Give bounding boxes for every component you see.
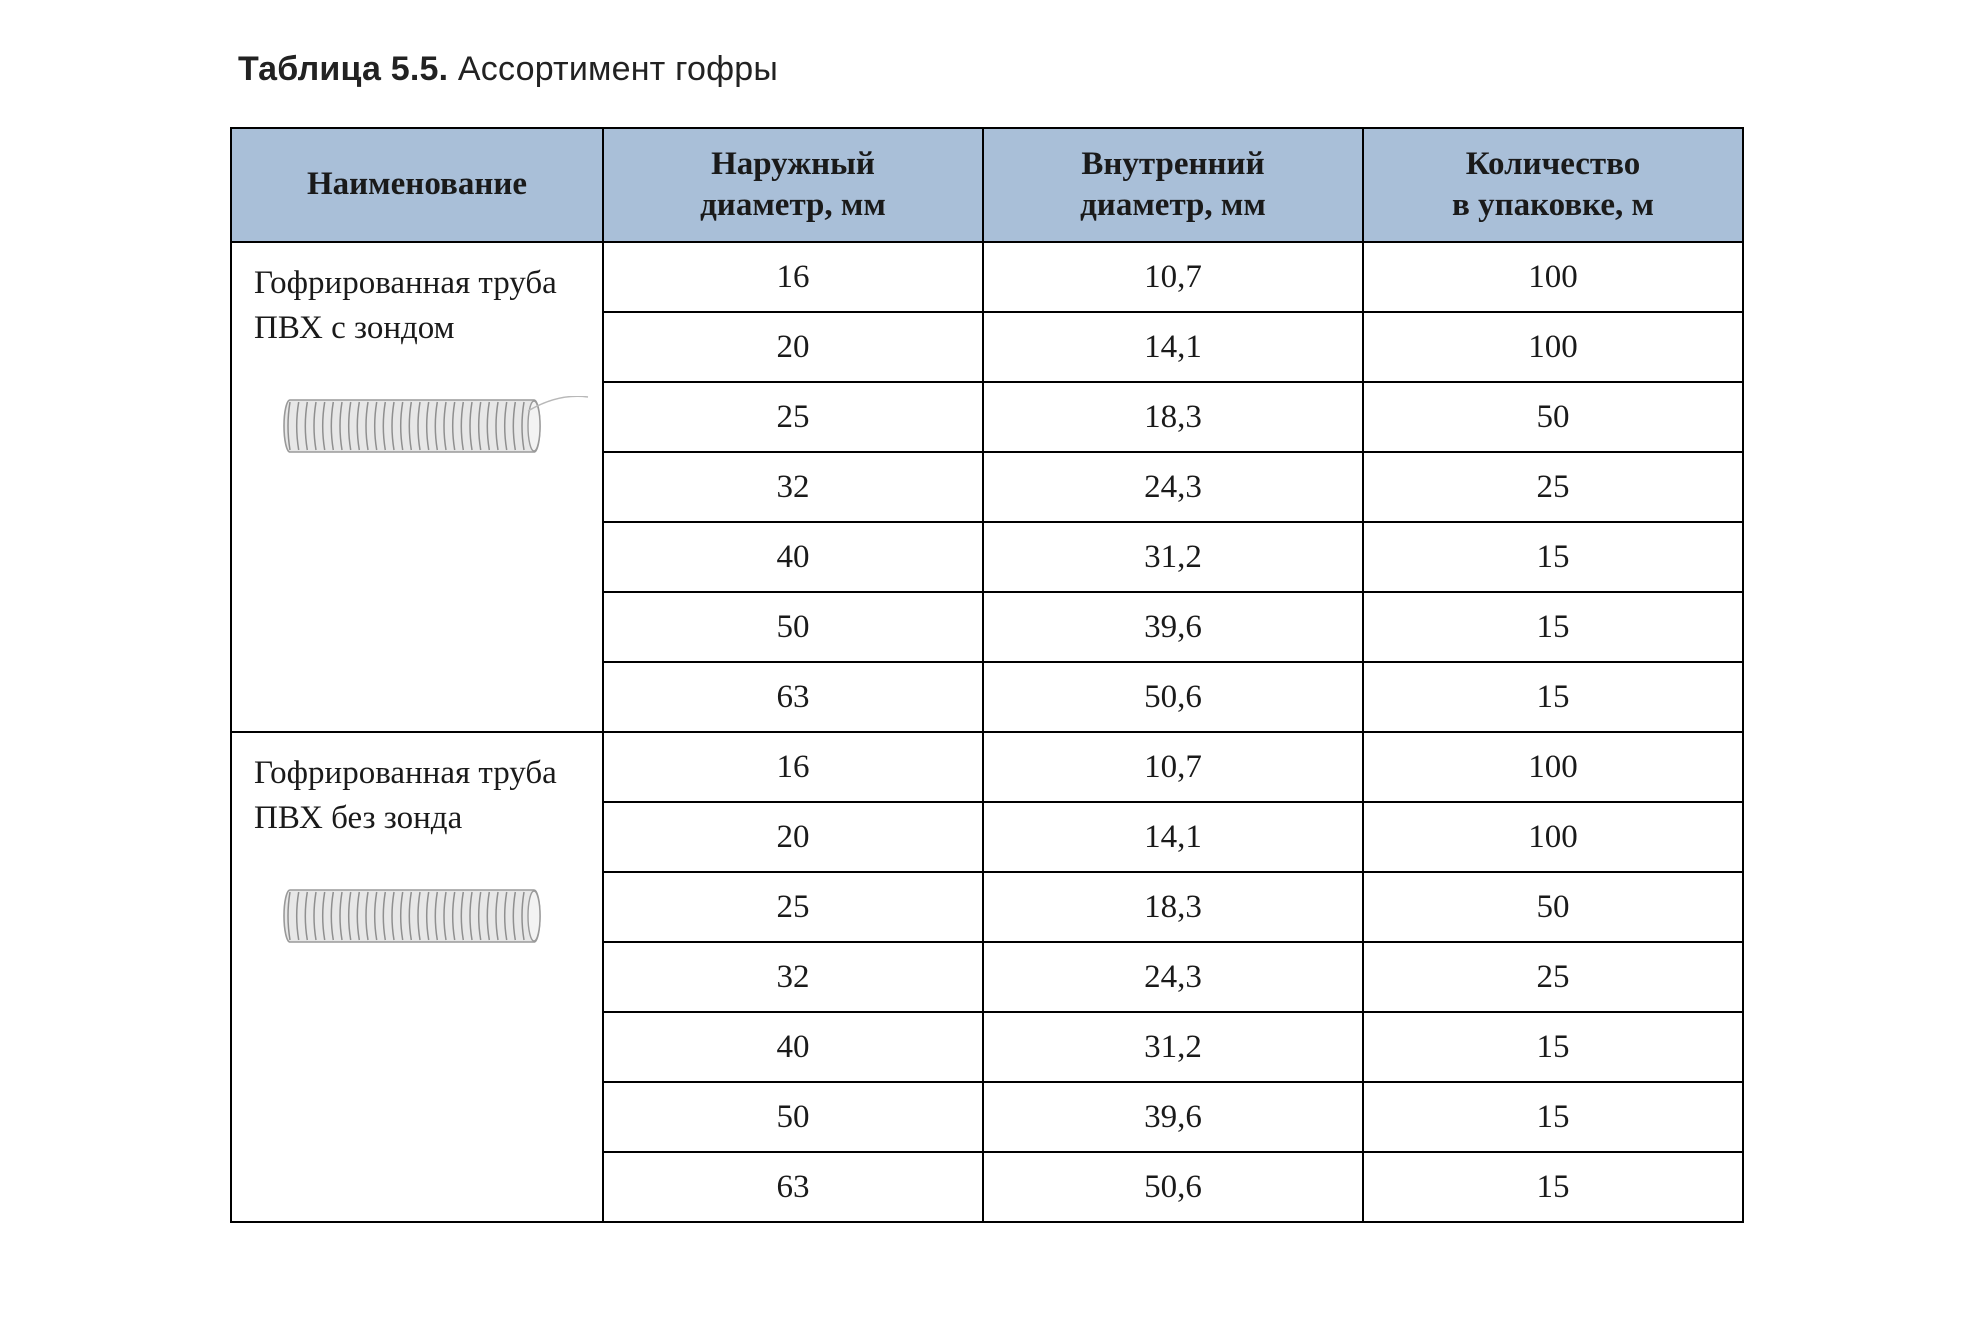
inner-diameter-cell: 10,7 xyxy=(983,242,1363,312)
outer-diameter-cell: 32 xyxy=(603,942,983,1012)
inner-diameter-cell: 18,3 xyxy=(983,382,1363,452)
product-name: Гофрированная труба ПВХ с зондом xyxy=(254,261,580,350)
qty-cell: 25 xyxy=(1363,452,1743,522)
col-header-qty-text: Количествов упаковке, м xyxy=(1452,146,1654,223)
qty-cell: 50 xyxy=(1363,872,1743,942)
inner-diameter-cell: 24,3 xyxy=(983,942,1363,1012)
outer-diameter-cell: 16 xyxy=(603,242,983,312)
qty-cell: 15 xyxy=(1363,662,1743,732)
name-cell: Гофрированная труба ПВХ без зонда xyxy=(231,732,603,1222)
col-header-name: Наименование xyxy=(231,128,603,242)
product-illustration xyxy=(282,886,580,952)
outer-diameter-cell: 20 xyxy=(603,312,983,382)
qty-cell: 100 xyxy=(1363,242,1743,312)
col-header-inner-text: Внутреннийдиаметр, мм xyxy=(1080,146,1266,223)
table-row: Гофрированная труба ПВХ с зондом 1610,71… xyxy=(231,242,1743,312)
corrugated-pipe-no-probe-icon xyxy=(282,886,550,952)
caption-rest: Ассортимент гофры xyxy=(448,50,778,88)
table-row: Гофрированная труба ПВХ без зонда 1610,7… xyxy=(231,732,1743,802)
inner-diameter-cell: 50,6 xyxy=(983,1152,1363,1222)
outer-diameter-cell: 16 xyxy=(603,732,983,802)
inner-diameter-cell: 31,2 xyxy=(983,1012,1363,1082)
inner-diameter-cell: 18,3 xyxy=(983,872,1363,942)
assortment-table: Наименование Наружныйдиаметр, мм Внутрен… xyxy=(230,127,1744,1223)
col-header-outer: Наружныйдиаметр, мм xyxy=(603,128,983,242)
col-header-qty: Количествов упаковке, м xyxy=(1363,128,1743,242)
outer-diameter-cell: 50 xyxy=(603,592,983,662)
col-header-outer-text: Наружныйдиаметр, мм xyxy=(700,146,886,223)
outer-diameter-cell: 32 xyxy=(603,452,983,522)
inner-diameter-cell: 14,1 xyxy=(983,802,1363,872)
inner-diameter-cell: 39,6 xyxy=(983,1082,1363,1152)
table-header-row: Наименование Наружныйдиаметр, мм Внутрен… xyxy=(231,128,1743,242)
name-cell: Гофрированная труба ПВХ с зондом xyxy=(231,242,603,732)
qty-cell: 15 xyxy=(1363,1082,1743,1152)
outer-diameter-cell: 20 xyxy=(603,802,983,872)
qty-cell: 100 xyxy=(1363,802,1743,872)
inner-diameter-cell: 14,1 xyxy=(983,312,1363,382)
inner-diameter-cell: 31,2 xyxy=(983,522,1363,592)
inner-diameter-cell: 10,7 xyxy=(983,732,1363,802)
qty-cell: 100 xyxy=(1363,732,1743,802)
qty-cell: 15 xyxy=(1363,1012,1743,1082)
corrugated-pipe-with-probe-icon xyxy=(282,396,604,462)
outer-diameter-cell: 63 xyxy=(603,662,983,732)
qty-cell: 15 xyxy=(1363,592,1743,662)
inner-diameter-cell: 50,6 xyxy=(983,662,1363,732)
qty-cell: 100 xyxy=(1363,312,1743,382)
outer-diameter-cell: 40 xyxy=(603,522,983,592)
outer-diameter-cell: 50 xyxy=(603,1082,983,1152)
table-caption: Таблица 5.5. Ассортимент гофры xyxy=(238,50,1741,89)
col-header-name-text: Наименование xyxy=(307,166,527,202)
qty-cell: 15 xyxy=(1363,522,1743,592)
qty-cell: 15 xyxy=(1363,1152,1743,1222)
outer-diameter-cell: 63 xyxy=(603,1152,983,1222)
outer-diameter-cell: 25 xyxy=(603,382,983,452)
product-illustration xyxy=(282,396,580,462)
outer-diameter-cell: 40 xyxy=(603,1012,983,1082)
inner-diameter-cell: 24,3 xyxy=(983,452,1363,522)
qty-cell: 25 xyxy=(1363,942,1743,1012)
caption-bold: Таблица 5.5. xyxy=(238,50,448,88)
qty-cell: 50 xyxy=(1363,382,1743,452)
col-header-inner: Внутреннийдиаметр, мм xyxy=(983,128,1363,242)
outer-diameter-cell: 25 xyxy=(603,872,983,942)
product-name: Гофрированная труба ПВХ без зонда xyxy=(254,751,580,840)
inner-diameter-cell: 39,6 xyxy=(983,592,1363,662)
